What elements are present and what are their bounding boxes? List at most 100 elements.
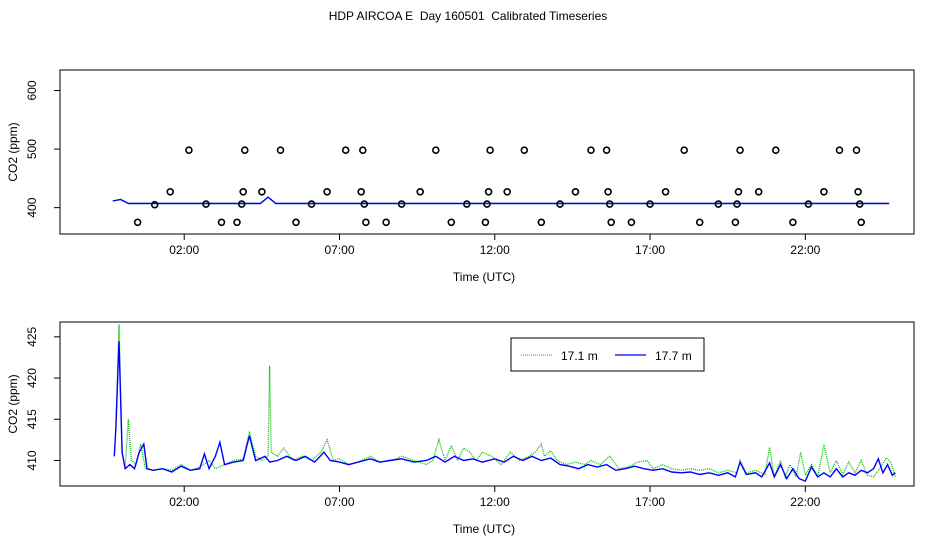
bottom-panel: 02:00 07:00 12:00 17:00 22:00 410 415 420 425 T… bbox=[6, 321, 915, 536]
y-tick-label: 500 bbox=[25, 139, 39, 159]
x-tick-label: 22:00 bbox=[790, 243, 820, 257]
scatter-point bbox=[733, 200, 741, 208]
series-line bbox=[112, 196, 890, 205]
scatter-point bbox=[607, 218, 616, 227]
legend-label-17-7m: 17.7 m bbox=[655, 349, 692, 363]
scatter-point bbox=[789, 218, 797, 227]
scatter-point bbox=[503, 188, 512, 196]
scatter-point bbox=[341, 146, 350, 154]
scatter-point bbox=[714, 200, 723, 208]
scatter-point bbox=[185, 146, 193, 154]
scatter-point bbox=[804, 200, 813, 208]
scatter-point bbox=[237, 200, 246, 208]
scatter-point bbox=[661, 188, 670, 196]
scatter-point bbox=[820, 188, 828, 196]
bottom-x-axis-label: Time (UTC) bbox=[453, 522, 515, 536]
y-tick-label: 600 bbox=[25, 80, 39, 100]
y-tick-label: 425 bbox=[25, 327, 39, 347]
scatter-point bbox=[382, 218, 390, 227]
bottom-plot-area bbox=[113, 324, 897, 483]
bottom-x-axis: 02:00 07:00 12:00 17:00 22:00 bbox=[169, 486, 821, 509]
scatter-point bbox=[754, 188, 763, 196]
scatter-point bbox=[571, 188, 580, 196]
y-tick-label: 420 bbox=[25, 368, 39, 388]
scatter-point bbox=[481, 218, 490, 227]
top-y-axis: 400 500 600 bbox=[25, 80, 60, 218]
y-tick-label: 400 bbox=[25, 197, 39, 217]
scatter-point bbox=[835, 146, 844, 154]
scatter-point bbox=[397, 200, 406, 208]
scatter-point bbox=[520, 146, 529, 154]
scatter-point bbox=[462, 200, 471, 208]
scatter-point bbox=[276, 146, 285, 154]
top-x-axis: 02:00 07:00 12:00 17:00 22:00 bbox=[169, 234, 821, 257]
scatter-point bbox=[202, 200, 210, 208]
scatter-point bbox=[680, 146, 689, 154]
scatter-point bbox=[358, 146, 367, 154]
scatter-point bbox=[483, 200, 491, 208]
series-line bbox=[113, 340, 896, 483]
y-tick-label: 410 bbox=[25, 450, 39, 470]
chart-title: HDP AIRCOA E Day 160501 Calibrated Times… bbox=[328, 9, 608, 23]
scatter-point bbox=[150, 200, 159, 209]
scatter-point bbox=[166, 188, 174, 196]
x-tick-label: 17:00 bbox=[635, 495, 665, 509]
top-y-axis-label: CO2 (ppm) bbox=[6, 122, 20, 181]
scatter-point bbox=[587, 146, 595, 154]
scatter-point bbox=[362, 218, 370, 227]
scatter-point bbox=[239, 188, 247, 196]
x-tick-label: 02:00 bbox=[169, 243, 199, 257]
y-tick-label: 415 bbox=[25, 409, 39, 429]
x-tick-label: 07:00 bbox=[324, 243, 354, 257]
scatter-point bbox=[537, 218, 546, 227]
scatter-point bbox=[646, 200, 654, 208]
top-plot-area bbox=[112, 146, 890, 227]
scatter-point bbox=[323, 188, 331, 196]
scatter-point bbox=[360, 200, 369, 208]
scatter-point bbox=[217, 218, 226, 227]
scatter-point bbox=[292, 218, 300, 227]
scatter-point bbox=[602, 146, 611, 154]
bottom-plot-frame bbox=[59, 321, 915, 487]
scatter-point bbox=[416, 188, 425, 196]
scatter-point bbox=[604, 188, 612, 196]
bottom-y-axis-label: CO2 (ppm) bbox=[6, 374, 20, 433]
scatter-point bbox=[258, 188, 266, 196]
scatter-point bbox=[695, 218, 704, 227]
top-plot-frame bbox=[59, 69, 915, 235]
scatter-point bbox=[771, 146, 780, 154]
scatter-point bbox=[447, 218, 456, 227]
legend: 17.1 m 17.7 m bbox=[510, 337, 705, 372]
scatter-point bbox=[486, 146, 494, 154]
x-tick-label: 22:00 bbox=[790, 495, 820, 509]
top-x-axis-label: Time (UTC) bbox=[453, 270, 515, 284]
scatter-point bbox=[734, 188, 743, 196]
series-line bbox=[115, 324, 897, 480]
x-tick-label: 17:00 bbox=[635, 243, 665, 257]
scatter-point bbox=[857, 218, 866, 227]
scatter-point bbox=[855, 200, 864, 208]
scatter-point bbox=[556, 200, 564, 208]
bottom-y-axis: 410 415 420 425 bbox=[25, 327, 60, 470]
scatter-point bbox=[241, 146, 249, 154]
x-tick-label: 12:00 bbox=[480, 495, 510, 509]
scatter-point bbox=[431, 146, 440, 154]
scatter-point bbox=[484, 188, 493, 196]
scatter-point bbox=[852, 146, 861, 154]
x-tick-label: 07:00 bbox=[324, 495, 354, 509]
top-panel: 02:00 07:00 12:00 17:00 22:00 400 500 600 Time… bbox=[6, 69, 915, 284]
x-tick-label: 12:00 bbox=[480, 243, 510, 257]
scatter-point bbox=[133, 218, 142, 227]
scatter-point bbox=[605, 200, 614, 208]
series-line bbox=[112, 196, 890, 205]
scatter-point bbox=[357, 188, 366, 196]
scatter-point bbox=[736, 146, 744, 154]
legend-label-17-1m: 17.1 m bbox=[561, 349, 598, 363]
scatter-point bbox=[307, 200, 316, 208]
scatter-point bbox=[731, 218, 740, 227]
scatter-point bbox=[854, 188, 862, 196]
x-tick-label: 02:00 bbox=[169, 495, 199, 509]
scatter-point bbox=[627, 218, 636, 227]
scatter-point bbox=[233, 218, 241, 227]
